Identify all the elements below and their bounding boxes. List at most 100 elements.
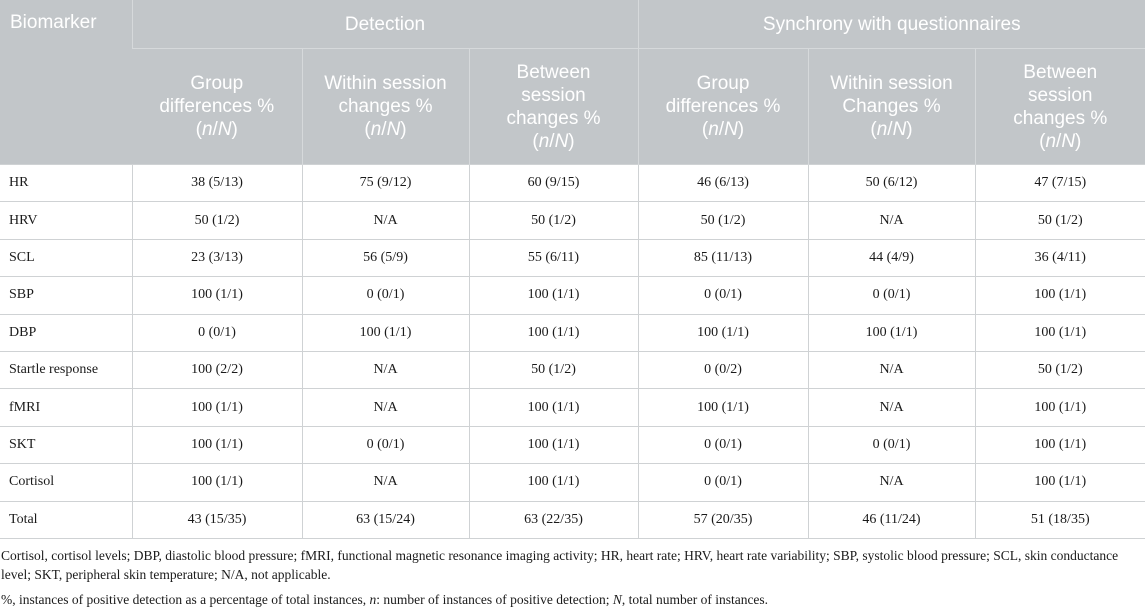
column-header-line: Within session [324,73,447,94]
column-header-line: changes % [338,96,433,117]
table-cell: 0 (0/1) [301,425,469,464]
column-header-line: Group [696,73,750,94]
table-cell: 23 (3/13) [131,238,302,277]
table-row: Total 43 (15/35) 63 (15/24) 63 (22/35) 57 (2… [0,500,1145,539]
column-header-unit: (n/N) [1039,130,1082,152]
table-cell: 0 (0/1) [637,463,808,502]
table-cell: 50 (1/2) [468,350,638,389]
table-cell: 63 (22/35) [468,500,638,539]
table-cell: 50 (1/2) [974,350,1145,389]
column-header-line: changes % [1013,107,1108,129]
table-cell: 63 (15/24) [301,500,469,539]
column-header-line: differences % [159,96,275,117]
table-cell: 44 (4/9) [807,238,975,277]
table-cell: 100 (2/2) [131,350,302,389]
table-cell: 100 (1/1) [131,276,302,315]
column-header-unit: (n/N) [532,130,575,152]
table-row: HRV 50 (1/2) N/A 50 (1/2) 50 (1/2) N/A 50 (1/2… [0,201,1145,240]
biomarker-name: SKT [0,425,132,464]
biomarker-name: HR [0,163,132,202]
biomarker-name: Cortisol [0,463,132,502]
table-row: DBP 0 (0/1) 100 (1/1) 100 (1/1) 100 (1/1) 100… [0,313,1145,352]
table-row: Cortisol 100 (1/1) N/A 100 (1/1) 0 (0/1) N/A 1… [0,463,1145,502]
table-cell: 0 (0/1) [301,276,469,315]
table-cell: 56 (5/9) [301,238,469,277]
table-cell: N/A [807,350,975,389]
table-cell: 60 (9/15) [468,163,638,202]
column-header-line: session [1028,84,1093,106]
table-cell: 100 (1/1) [637,388,808,427]
table-cell: 100 (1/1) [131,463,302,502]
table-cell: 100 (1/1) [468,463,638,502]
table-cell: 50 (1/2) [637,201,808,240]
column-header: Within session Changes % (n/N) [807,48,975,165]
table-row: SKT 100 (1/1) 0 (0/1) 100 (1/1) 0 (0/1) 0 (0/… [0,425,1145,464]
biomarker-name: SBP [0,276,132,315]
percentage-note: %, instances of positive detection as a … [1,591,769,607]
table-header: Biomarker Detection Synchrony with quest… [0,0,1145,165]
table-cell: N/A [301,463,469,502]
table-cell: 36 (4/11) [974,238,1145,277]
column-header: Group differences % (n/N) [637,48,808,165]
table-cell: 50 (1/2) [131,201,302,240]
column-header: Between session changes % (n/N) [974,48,1145,165]
column-header-line: Within session [830,73,953,94]
table-cell: 85 (11/13) [637,238,808,277]
column-header-unit: (n/N) [870,119,913,140]
column-header-unit: (n/N) [701,119,745,140]
table-cell: 0 (0/2) [637,350,808,389]
table-cell: N/A [807,463,975,502]
table-cell: 0 (0/1) [131,313,302,352]
table-cell: 51 (18/35) [974,500,1145,539]
column-header: Group differences % (n/N) [132,48,302,165]
results-table: Biomarker Detection Synchrony with quest… [0,0,1145,539]
table-footnotes: Cortisol, cortisol levels; DBP, diastoli… [0,539,1145,609]
table-cell: 55 (6/11) [468,238,638,277]
table-cell: 100 (1/1) [974,276,1145,315]
table-cell: 100 (1/1) [301,313,469,352]
column-header-line: Between [516,61,591,83]
column-header-line: changes % [506,107,601,129]
column-header-line: differences % [665,96,781,117]
table-cell: 100 (1/1) [637,313,808,352]
table-row: fMRI 100 (1/1) N/A 100 (1/1) 100 (1/1) N/A 100… [0,388,1145,427]
column-header: Within session changes % (n/N) [301,48,469,165]
table-cell: 100 (1/1) [807,313,975,352]
biomarker-name: DBP [0,313,132,352]
table-row: Startle response 100 (2/2) N/A 50 (1/2) 0 (0… [0,350,1145,389]
biomarker-header: Biomarker [0,0,132,165]
table-row: SCL 23 (3/13) 56 (5/9) 55 (6/11) 85 (11/13) 4… [0,238,1145,277]
table-cell: 100 (1/1) [974,463,1145,502]
table-cell: 100 (1/1) [974,425,1145,464]
table-cell: 50 (1/2) [974,201,1145,240]
table-cell: 0 (0/1) [637,425,808,464]
table-cell: 100 (1/1) [131,388,302,427]
table-cell: 0 (0/1) [807,276,975,315]
synchrony-header: Synchrony with questionnaires [637,0,1145,49]
biomarker-name: Startle response [0,350,132,389]
biomarker-name: SCL [0,238,132,277]
table-row: HR 38 (5/13) 75 (9/12) 60 (9/15) 46 (6/13) 50… [0,163,1145,202]
table-cell: N/A [807,201,975,240]
table-cell: 0 (0/1) [637,276,808,315]
column-header-line: Between [1023,61,1098,83]
table-cell: N/A [807,388,975,427]
table-cell: N/A [301,201,469,240]
abbreviation-note: Cortisol, cortisol levels; DBP, diastoli… [1,547,1119,582]
table-cell: 100 (1/1) [468,388,638,427]
biomarker-name: HRV [0,201,132,240]
column-header-line: session [521,84,586,106]
detection-header: Detection [131,0,638,49]
table-cell: 100 (1/1) [131,425,302,464]
table-cell: 46 (6/13) [637,163,808,202]
table-cell: 100 (1/1) [974,313,1145,352]
column-header-unit: (n/N) [195,119,238,140]
table-cell: 38 (5/13) [131,163,302,202]
column-header-line: Changes % [842,96,941,117]
table-cell: 0 (0/1) [807,425,975,464]
table-cell: 57 (20/35) [637,500,808,539]
biomarker-name: fMRI [0,388,132,427]
table-cell: N/A [301,350,469,389]
column-header: Between session changes % (n/N) [468,48,638,165]
column-header-line: Group [190,73,244,94]
